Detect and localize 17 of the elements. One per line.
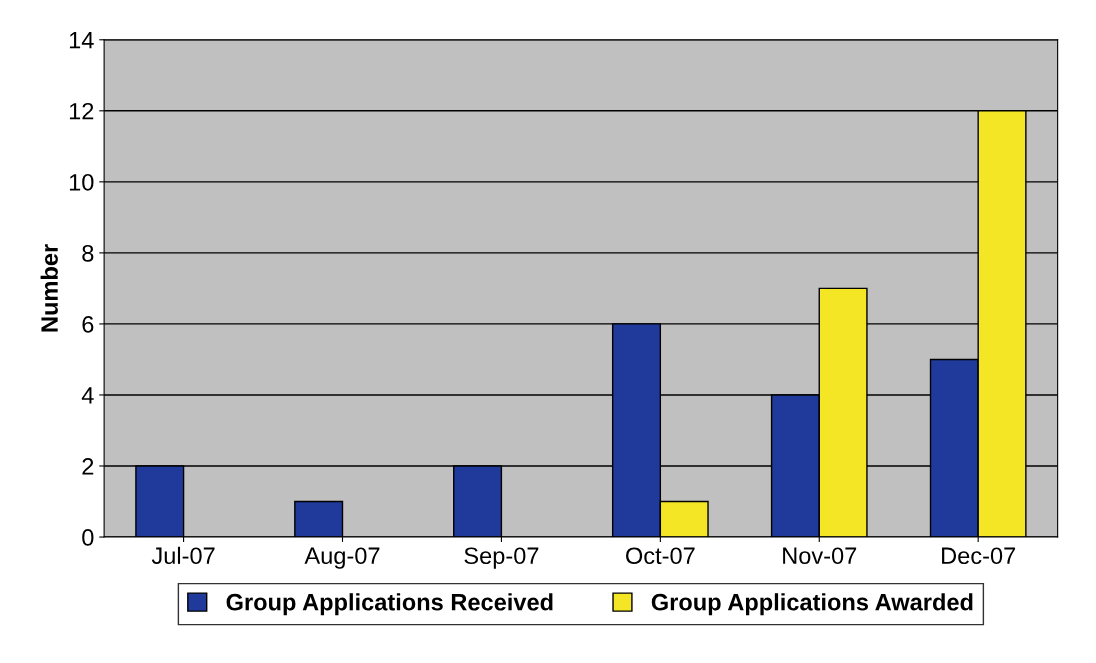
- legend-label: Group Applications Awarded: [651, 593, 973, 616]
- y-tick-label: 2: [82, 458, 94, 475]
- y-tick-label: 10: [69, 173, 94, 191]
- y-tick-label: 4: [81, 387, 94, 404]
- x-tick-label: Nov-07: [783, 547, 857, 565]
- y-tick-label: 8: [82, 244, 94, 262]
- legend-label: Group Applications Received: [226, 593, 553, 616]
- y-tick-label: 0: [82, 529, 94, 546]
- y-tick-label: 12: [69, 102, 94, 120]
- x-tick-label: Jul-07: [151, 546, 215, 565]
- x-tick-label: Sep-07: [464, 547, 539, 569]
- x-tick-label: Dec-07: [942, 547, 1016, 565]
- x-tick-label: Aug-07: [304, 547, 380, 569]
- y-tick-label: 6: [82, 315, 94, 333]
- y-axis-title: Number: [40, 244, 58, 332]
- y-tick-label: 14: [69, 32, 94, 49]
- x-tick-label: Oct-07: [626, 547, 695, 565]
